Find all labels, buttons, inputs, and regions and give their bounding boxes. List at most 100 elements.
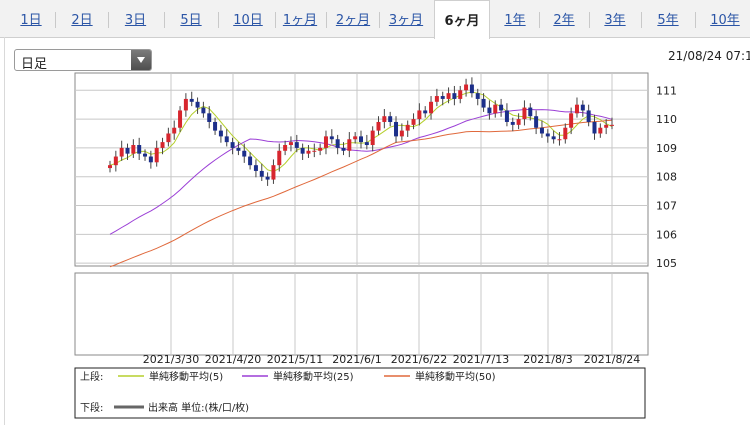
candle-down (452, 93, 457, 99)
candle-down (440, 96, 445, 99)
candle-down (218, 130, 223, 137)
candle-down (148, 156, 153, 163)
x-tick-label: 2021/8/3 (523, 353, 572, 366)
candle-up (522, 107, 527, 120)
candle-down (143, 153, 148, 157)
candle-up (306, 150, 311, 154)
candle-down (236, 147, 241, 151)
interval-select[interactable]: 日足 (14, 49, 152, 72)
candle-down (394, 121, 399, 137)
tab-separator (275, 12, 276, 28)
candle-up (178, 110, 183, 128)
tab-4[interactable]: 5日 (180, 13, 202, 28)
x-tick-label: 2021/6/22 (391, 353, 447, 366)
legend-box (74, 367, 646, 419)
candle-up (405, 124, 410, 131)
candle-up (574, 104, 579, 114)
tab-14[interactable]: 10年 (710, 13, 740, 28)
candle-up (417, 110, 422, 120)
tab-1[interactable]: 1日 (20, 13, 42, 28)
candle-down (510, 121, 515, 125)
tab-10[interactable]: 1年 (504, 13, 526, 28)
candle-up (434, 96, 439, 102)
candle-down (364, 142, 369, 146)
tab-2[interactable]: 2日 (71, 13, 93, 28)
candle-down (248, 156, 253, 166)
dropdown-button[interactable] (131, 50, 151, 70)
candle-down (388, 116, 393, 122)
candle-up (557, 139, 562, 141)
period-tab-bar: 1日 2日 3日 5日 10日 1ヶ月 2ヶ月 3ヶ月 6ヶ月 1年 2年 3年 5年 10年 (0, 0, 750, 39)
tab-separator (108, 12, 109, 28)
candle-up (277, 150, 282, 166)
tab-6[interactable]: 1ヶ月 (282, 13, 318, 28)
candle-up (563, 127, 568, 140)
candle-up (323, 136, 328, 148)
tab-separator (55, 12, 56, 28)
tab-5[interactable]: 10日 (233, 13, 263, 28)
candle-up (288, 142, 293, 146)
candle-down (580, 104, 585, 111)
candle-up (131, 145, 136, 154)
legend-series-label: 単純移動平均(50) (415, 370, 496, 383)
legend-lower-label: 下段: (80, 401, 103, 414)
candle-down (335, 139, 340, 148)
y-tick-label: 105 (656, 257, 677, 270)
candle-down (504, 110, 509, 122)
x-tick-label: 2021/5/11 (267, 353, 323, 366)
x-tick-label: 2021/3/30 (143, 353, 199, 366)
candle-down (475, 93, 480, 99)
candle-up (283, 145, 288, 151)
candle-up (160, 142, 165, 148)
candle-up (399, 130, 404, 137)
tab-8[interactable]: 3ヶ月 (388, 13, 424, 28)
tab-11[interactable]: 2年 (553, 13, 575, 28)
candle-up (318, 147, 323, 151)
tab-12[interactable]: 3年 (604, 13, 626, 28)
candle-down (586, 110, 591, 122)
x-tick-label: 2021/7/13 (453, 353, 509, 366)
candle-down (359, 136, 363, 143)
candle-down (592, 121, 597, 134)
candle-up (113, 156, 118, 166)
y-tick-label: 111 (656, 84, 677, 97)
y-tick-label: 106 (656, 228, 677, 241)
tab-13[interactable]: 5年 (657, 13, 679, 28)
y-tick-label: 109 (656, 142, 677, 155)
candle-up (598, 127, 603, 134)
tab-7[interactable]: 2ヶ月 (335, 13, 371, 28)
candle-up (446, 93, 451, 99)
candle-down (481, 98, 486, 108)
x-tick-label: 2021/8/24 (584, 353, 640, 366)
x-tick-label: 2021/4/20 (205, 353, 261, 366)
candle-up (353, 136, 358, 140)
tab-separator (641, 12, 642, 28)
candle-down (469, 84, 474, 94)
candle-up (312, 150, 317, 152)
candle-down (487, 107, 492, 114)
candle-up (108, 165, 112, 169)
legend-series-label: 単純移動平均(25) (273, 370, 354, 383)
candle-down (201, 107, 206, 114)
candle-up (119, 147, 124, 157)
candle-up (183, 98, 188, 111)
candle-down (300, 147, 305, 154)
candle-down (423, 110, 428, 114)
candle-down (125, 147, 130, 154)
tab-9[interactable]: 6ヶ月 (434, 0, 490, 39)
candle-up (154, 147, 159, 163)
candle-up (464, 84, 469, 91)
candle-up (166, 133, 171, 143)
volume-panel-frame (74, 272, 649, 356)
candle-up (370, 130, 375, 146)
legend-upper-label: 上段: (80, 370, 103, 383)
last-update-timestamp: 21/08/24 07:1 (668, 49, 750, 63)
tab-3[interactable]: 3日 (124, 13, 147, 28)
candle-down (253, 165, 258, 171)
candle-up (610, 124, 614, 126)
candle-down (294, 142, 299, 148)
candle-down (207, 113, 212, 122)
x-tick-label: 2021/6/1 (332, 353, 381, 366)
y-tick-label: 110 (656, 113, 677, 126)
legend-series-label: 単純移動平均(5) (149, 370, 223, 383)
